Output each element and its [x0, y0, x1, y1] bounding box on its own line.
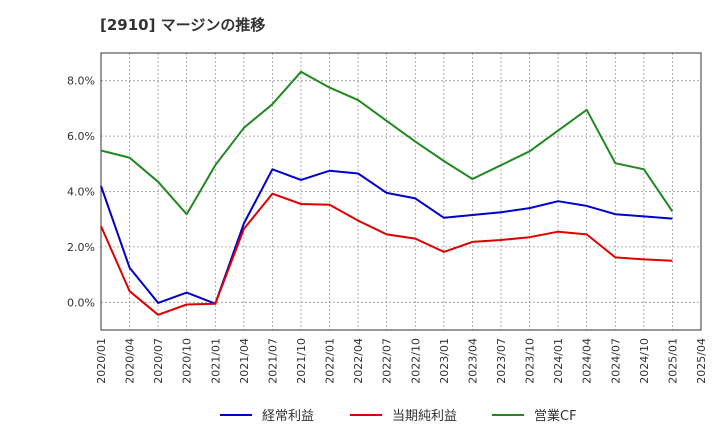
x-tick-label: 2023/01 [438, 338, 451, 384]
x-tick-label: 2022/07 [381, 338, 394, 384]
x-tick-label: 2023/10 [524, 338, 537, 384]
y-tick-label: 4.0% [67, 186, 95, 199]
grid-lines [100, 53, 702, 330]
x-tick-label: 2021/10 [295, 338, 308, 384]
y-tick-label: 8.0% [67, 75, 95, 88]
y-tick-label: 2.0% [67, 241, 95, 254]
x-tick-label: 2021/04 [238, 338, 251, 384]
x-tick-label: 2024/07 [609, 338, 622, 384]
legend: 経常利益 当期純利益 営業CF [220, 408, 577, 424]
axes: 0.0% 2.0% 4.0% 6.0% 8.0% 2020/01 2020/04 2020/0… [67, 52, 708, 384]
x-tick-label: 2023/04 [466, 338, 479, 384]
series-line [100, 168, 673, 305]
x-tick-label: 2020/07 [152, 338, 165, 384]
y-tick-label: 0.0% [67, 296, 95, 309]
x-tick-label: 2022/01 [324, 338, 337, 384]
series-line [100, 70, 674, 216]
x-tick-label: 2023/07 [495, 338, 508, 384]
series-line [100, 192, 673, 316]
x-tick-label: 2020/04 [124, 338, 137, 384]
x-tick-label: 2024/04 [581, 338, 594, 384]
x-tick-label: 2020/01 [95, 338, 108, 384]
x-tick-label: 2024/01 [552, 338, 565, 384]
legend-label: 経常利益 [262, 409, 314, 424]
x-tick-label: 2020/10 [181, 338, 194, 384]
x-tick-label: 2021/07 [266, 338, 279, 384]
y-tick-label: 6.0% [67, 130, 95, 143]
x-tick-label: 2021/01 [209, 338, 222, 384]
legend-label: 当期純利益 [392, 409, 457, 424]
x-tick-label: 2025/01 [666, 338, 679, 384]
x-tick-label: 2025/04 [695, 338, 708, 384]
plot-frame [100, 52, 702, 331]
series-lines [100, 70, 674, 316]
legend-label: 営業CF [534, 408, 577, 424]
x-tick-label: 2022/10 [409, 338, 422, 384]
x-tick-label: 2022/04 [352, 338, 365, 384]
x-tick-label: 2024/10 [638, 338, 651, 384]
chart-title: [2910] マージンの推移 [100, 16, 266, 34]
